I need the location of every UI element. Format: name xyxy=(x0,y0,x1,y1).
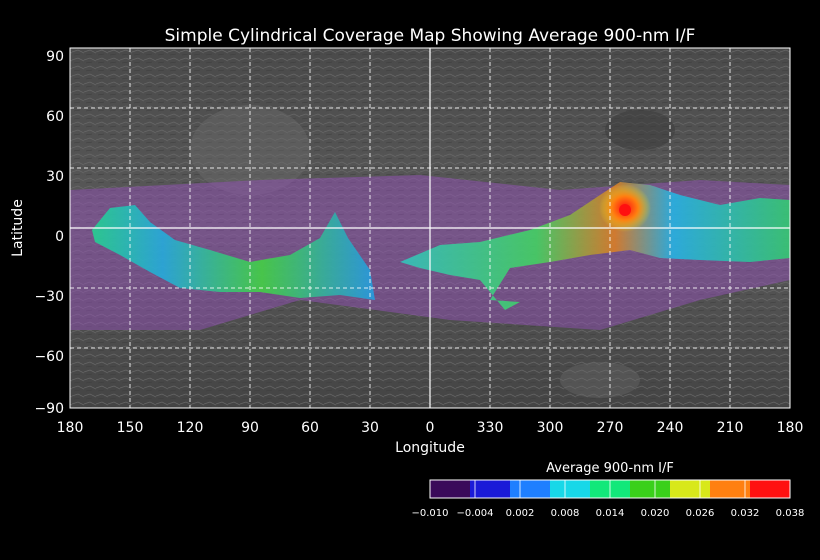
y-tick-label: 90 xyxy=(46,49,64,65)
colorbar-cell xyxy=(510,480,551,498)
colorbar-tick-label: 0.032 xyxy=(731,508,760,519)
y-axis: 90 60 30 0 −30 −60 −90 Latitude xyxy=(10,49,64,417)
x-tick-label: 240 xyxy=(657,420,684,436)
x-tick-label: 90 xyxy=(241,420,259,436)
colorbar-cell xyxy=(550,480,591,498)
map-frame xyxy=(69,47,791,409)
colorbar-tick-label: 0.002 xyxy=(506,508,535,519)
colorbar-tick-label: 0.026 xyxy=(686,508,715,519)
x-axis: 180 150 120 90 60 30 0 330 300 270 240 2… xyxy=(57,420,804,456)
colorbar-tick-label: −0.004 xyxy=(456,508,493,519)
x-tick-label: 330 xyxy=(477,420,504,436)
colorbar-cell xyxy=(630,480,671,498)
x-tick-label: 180 xyxy=(777,420,804,436)
colorbar: Average 900-nm I/F −0.010 −0.004 0.002 0.00… xyxy=(411,461,804,519)
colorbar-tick-label: 0.038 xyxy=(776,508,805,519)
x-tick-label: 0 xyxy=(426,420,435,436)
colorbar-cell xyxy=(470,480,511,498)
x-tick-label: 300 xyxy=(537,420,564,436)
colorbar-tick-label: 0.008 xyxy=(551,508,580,519)
x-tick-label: 60 xyxy=(301,420,319,436)
colorbar-cell xyxy=(430,480,471,498)
map-title: Simple Cylindrical Coverage Map Showing … xyxy=(165,26,696,46)
y-tick-label: 60 xyxy=(46,109,64,125)
y-axis-label: Latitude xyxy=(10,199,26,257)
y-tick-label: 30 xyxy=(46,169,64,185)
basemap-crater xyxy=(560,362,640,398)
x-tick-label: 120 xyxy=(177,420,204,436)
y-tick-label: 0 xyxy=(55,229,64,245)
colorbar-tick-label: 0.020 xyxy=(641,508,670,519)
colorbar-title: Average 900-nm I/F xyxy=(546,461,674,476)
x-tick-label: 150 xyxy=(117,420,144,436)
y-tick-label: −30 xyxy=(34,289,64,305)
x-axis-label: Longitude xyxy=(395,440,465,456)
basemap-crater xyxy=(605,110,675,150)
x-tick-label: 180 xyxy=(57,420,84,436)
colorbar-tick-label: −0.010 xyxy=(411,508,448,519)
map-axes-zero xyxy=(70,48,790,408)
colorbar-cell xyxy=(670,480,711,498)
y-tick-label: −60 xyxy=(34,349,64,365)
y-tick-label: −90 xyxy=(34,401,64,417)
bright-spot-core xyxy=(619,204,631,216)
eastern-swath xyxy=(400,182,790,310)
x-tick-label: 270 xyxy=(597,420,624,436)
colorbar-labels: −0.010 −0.004 0.002 0.008 0.014 0.020 0.026 0.0… xyxy=(411,480,804,519)
colorbar-cell xyxy=(750,480,791,498)
colorbar-cell xyxy=(710,480,751,498)
x-tick-label: 30 xyxy=(361,420,379,436)
x-tick-label: 210 xyxy=(717,420,744,436)
western-swath xyxy=(92,205,375,300)
colorbar-tick-label: 0.014 xyxy=(596,508,625,519)
